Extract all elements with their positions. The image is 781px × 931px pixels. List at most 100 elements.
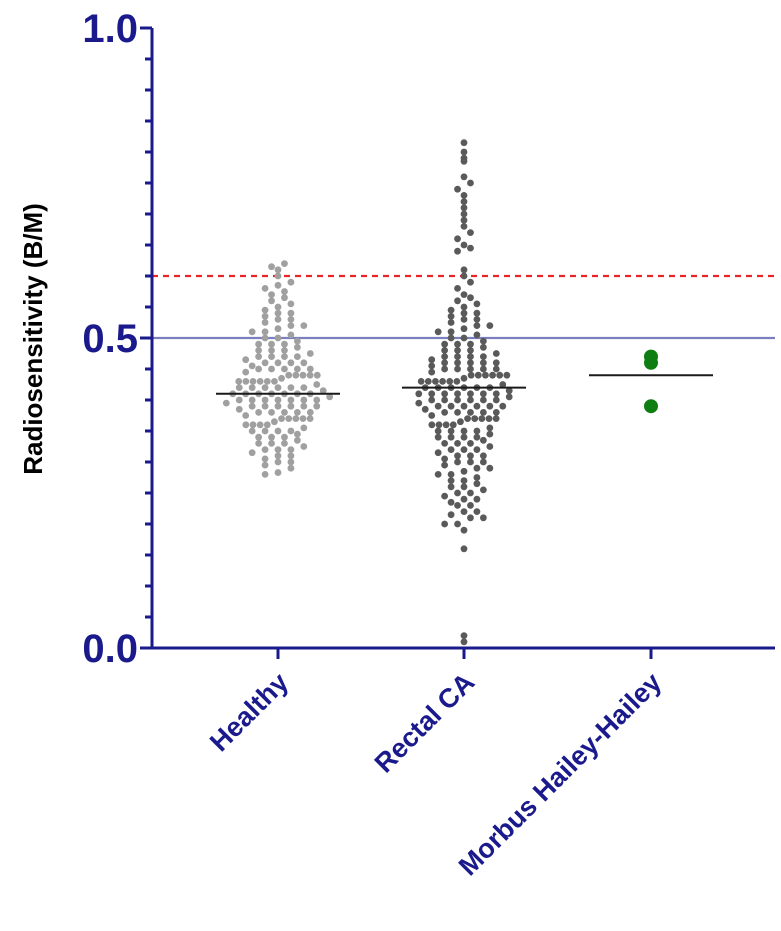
data-point: [255, 353, 263, 360]
data-point: [492, 396, 500, 404]
data-point: [454, 502, 461, 509]
data-point: [467, 179, 474, 187]
data-point: [457, 418, 464, 426]
data-point: [460, 198, 468, 206]
data-point: [255, 433, 263, 441]
data-point: [460, 632, 468, 639]
data-point: [287, 464, 295, 472]
data-point: [242, 356, 250, 364]
data-point: [242, 412, 250, 419]
data-point: [306, 415, 314, 422]
data-point: [479, 452, 487, 460]
data-point: [274, 334, 282, 342]
data-point: [454, 353, 461, 360]
data-point: [439, 378, 446, 385]
data-point: [492, 390, 500, 398]
data-point: [460, 309, 468, 317]
data-point: [473, 427, 481, 435]
data-point: [434, 433, 442, 441]
data-point: [441, 440, 449, 447]
data-point: [434, 471, 442, 478]
data-point: [460, 241, 468, 249]
data-point: [467, 452, 474, 460]
data-point: [300, 384, 308, 391]
data-point: [460, 316, 468, 323]
data-point: [460, 495, 468, 503]
data-point: [447, 483, 455, 491]
data-point: [454, 185, 461, 193]
data-point: [313, 396, 321, 404]
data-point: [460, 266, 468, 274]
data-point: [261, 402, 269, 410]
y-tick-label: 1.0: [82, 7, 138, 51]
data-point: [248, 449, 256, 457]
data-point: [434, 328, 442, 336]
data-point: [467, 371, 475, 379]
data-point: [271, 418, 278, 426]
data-point: [454, 440, 461, 447]
data-point: [281, 365, 288, 373]
data-point: [274, 396, 282, 404]
data-point: [268, 353, 275, 360]
data-point: [505, 387, 513, 395]
data-point: [285, 415, 293, 422]
data-point: [248, 402, 256, 410]
data-point: [313, 371, 321, 379]
data-point: [278, 415, 285, 422]
data-point: [313, 381, 321, 388]
data-point: [454, 285, 461, 292]
data-point: [424, 378, 432, 385]
data-point: [261, 359, 269, 367]
data-point: [274, 458, 282, 466]
data-point: [467, 514, 474, 522]
data-point: [473, 300, 481, 308]
data-point: [446, 378, 454, 385]
data-point: [428, 396, 436, 404]
data-point: [242, 378, 250, 385]
data-point: [281, 294, 288, 302]
data-point: [454, 340, 461, 348]
data-point: [441, 353, 449, 360]
data-point: [300, 443, 308, 450]
data-point: [278, 374, 285, 382]
data-point: [467, 353, 474, 360]
data-point: [281, 409, 288, 416]
data-point: [486, 430, 494, 438]
data-point: [460, 433, 468, 441]
data-point: [274, 469, 282, 476]
x-tick-label: Healthy: [204, 667, 294, 757]
data-point: [496, 371, 504, 379]
data-point: [287, 446, 295, 453]
data-point: [441, 461, 449, 469]
data-point: [268, 433, 275, 441]
data-point: [449, 421, 457, 429]
data-point: [492, 350, 500, 357]
data-point: [261, 312, 269, 320]
data-point: [460, 210, 468, 218]
data-point: [306, 365, 314, 373]
data-point: [428, 390, 436, 398]
data-points: [222, 139, 658, 646]
data-point: [447, 319, 455, 326]
data-point: [460, 192, 468, 199]
y-tick-label: 0.5: [82, 317, 138, 361]
data-point: [486, 424, 494, 432]
data-point: [235, 396, 243, 404]
data-point: [441, 409, 449, 416]
data-point: [492, 415, 500, 422]
data-point: [467, 229, 474, 237]
data-point: [460, 139, 468, 147]
data-point: [454, 365, 461, 373]
data-point: [271, 378, 278, 385]
data-point: [287, 452, 295, 460]
data-point: [281, 433, 288, 441]
data-point: [460, 216, 468, 224]
data-point: [460, 402, 468, 410]
data-point: [263, 378, 271, 385]
data-point: [274, 316, 282, 323]
data-point: [454, 235, 461, 243]
data-point: [454, 359, 461, 367]
data-point: [281, 260, 288, 267]
data-point: [503, 371, 511, 379]
